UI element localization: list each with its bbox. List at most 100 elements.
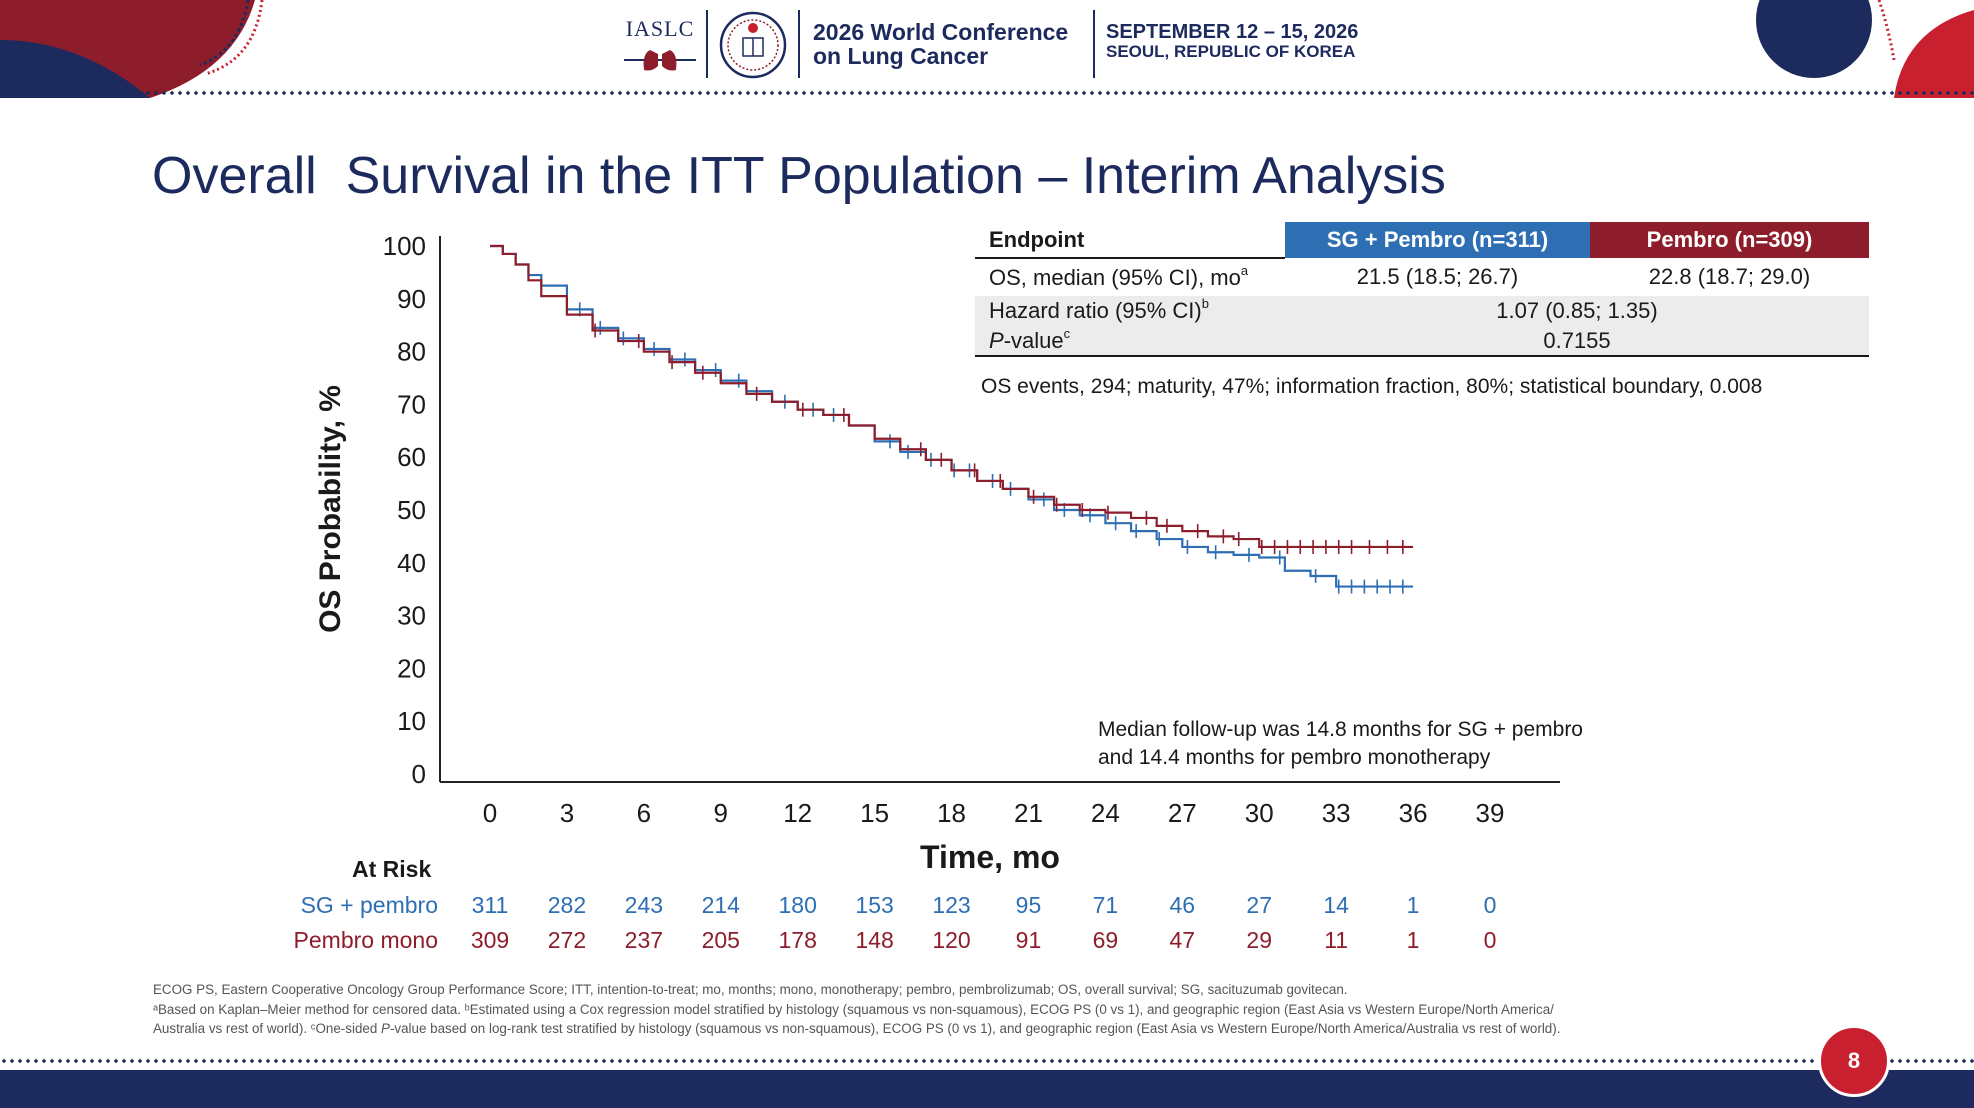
y-tick-label: 0 bbox=[412, 759, 426, 789]
at-risk-pembro-label: Pembro mono bbox=[293, 927, 438, 953]
slide-header: IASLC 2026 World Conference on Lung Canc… bbox=[0, 0, 1974, 100]
x-tick-label: 18 bbox=[937, 798, 966, 828]
at-risk-pembro-value: 178 bbox=[778, 927, 817, 953]
x-tick-label: 12 bbox=[783, 798, 812, 828]
y-tick-label: 30 bbox=[397, 601, 426, 631]
at-risk-sg-value: 311 bbox=[471, 892, 509, 918]
x-tick-label: 21 bbox=[1014, 798, 1043, 828]
x-tick-label: 0 bbox=[483, 798, 497, 828]
footnote-abbreviations: ECOG PS, Eastern Cooperative Oncology Gr… bbox=[153, 982, 1348, 997]
table-header-sg-pembro: SG + Pembro (n=311) bbox=[1285, 222, 1590, 258]
at-risk-sg-value: 14 bbox=[1323, 892, 1349, 918]
header-dotted-rule bbox=[0, 90, 1974, 96]
footer-dotted-rule bbox=[0, 1058, 1974, 1064]
x-tick-label: 9 bbox=[714, 798, 728, 828]
y-tick-label: 60 bbox=[397, 442, 426, 472]
at-risk-pembro-value: 237 bbox=[624, 927, 664, 953]
lung-icon bbox=[624, 50, 696, 71]
x-tick-label: 6 bbox=[637, 798, 651, 828]
hazard-ratio-label: Hazard ratio (95% CI)b bbox=[975, 296, 1285, 326]
footnote-c: Australia vs rest of world). ᶜOne-sided … bbox=[153, 1021, 1561, 1036]
conference-seal-icon bbox=[719, 11, 787, 79]
iaslc-logo-text: IASLC bbox=[625, 16, 695, 41]
table-row-os-median: OS, median (95% CI), moa 21.5 (18.5; 26.… bbox=[975, 258, 1869, 296]
at-risk-pembro-value: 1 bbox=[1406, 927, 1420, 953]
at-risk-sg-value: 180 bbox=[778, 892, 817, 918]
conference-date-range: SEPTEMBER 12 – 15, 2026 bbox=[1106, 21, 1359, 43]
slide-title: Overall Survival in the ITT Population –… bbox=[152, 147, 1446, 205]
at-risk-title: At Risk bbox=[352, 856, 432, 882]
x-tick-label: 27 bbox=[1168, 798, 1197, 828]
at-risk-sg-value: 1 bbox=[1406, 892, 1420, 918]
km-curve-pembro-mono bbox=[490, 244, 1414, 549]
followup-note: Median follow-up was 14.8 months for SG … bbox=[1098, 716, 1583, 772]
conference-location: SEOUL, REPUBLIC OF KOREA bbox=[1106, 42, 1356, 61]
os-median-sg: 21.5 (18.5; 26.7) bbox=[1356, 264, 1519, 289]
at-risk-pembro-value: 11 bbox=[1324, 927, 1349, 953]
x-tick-label: 36 bbox=[1399, 798, 1428, 828]
x-tick-label: 3 bbox=[560, 798, 574, 828]
y-tick-label: 70 bbox=[397, 389, 426, 419]
x-tick-label: 24 bbox=[1091, 798, 1120, 828]
conference-dates: SEPTEMBER 12 – 15, 2026 SEOUL, REPUBLIC … bbox=[1106, 22, 1358, 62]
at-risk-sg-value: 0 bbox=[1483, 892, 1497, 918]
y-tick-label: 50 bbox=[397, 495, 426, 525]
followup-line2: and 14.4 months for pembro monotherapy bbox=[1098, 746, 1491, 769]
x-tick-label: 39 bbox=[1476, 798, 1505, 828]
at-risk-sg-value: 71 bbox=[1092, 892, 1119, 918]
at-risk-pembro-value: 120 bbox=[932, 927, 971, 953]
page-number-badge: 8 bbox=[1818, 1025, 1890, 1097]
footer-bar bbox=[0, 1070, 1974, 1108]
at-risk-pembro-value: 272 bbox=[547, 927, 587, 953]
at-risk-sg-value: 214 bbox=[701, 892, 740, 918]
at-risk-pembro-value: 0 bbox=[1483, 927, 1497, 953]
table-row-p-value: P-valuec 0.7155 bbox=[975, 326, 1869, 357]
y-tick-label: 40 bbox=[397, 548, 426, 578]
followup-line1: Median follow-up was 14.8 months for SG … bbox=[1098, 718, 1583, 741]
at-risk-sg-value: 95 bbox=[1015, 892, 1042, 918]
x-tick-label: 30 bbox=[1245, 798, 1274, 828]
at-risk-sg-value: 46 bbox=[1169, 892, 1196, 918]
y-tick-label: 20 bbox=[397, 653, 426, 683]
y-tick-label: 100 bbox=[383, 231, 426, 261]
conference-title-line2: on Lung Cancer bbox=[813, 43, 989, 69]
at-risk-pembro-value: 148 bbox=[855, 927, 894, 953]
at-risk-pembro-value: 69 bbox=[1092, 927, 1119, 953]
os-median-label: OS, median (95% CI), moa bbox=[989, 262, 1249, 290]
at-risk-pembro-value: 91 bbox=[1015, 927, 1042, 953]
header-decoration-right bbox=[1756, 0, 1974, 98]
at-risk-sg-value: 243 bbox=[624, 892, 664, 918]
y-tick-label: 10 bbox=[397, 706, 426, 736]
hazard-ratio-value: 1.07 (0.85; 1.35) bbox=[1285, 296, 1869, 326]
p-value-label: P-valuec bbox=[975, 326, 1285, 357]
at-risk-pembro-value: 29 bbox=[1246, 927, 1273, 953]
at-risk-pembro-value: 205 bbox=[701, 927, 740, 953]
y-tick-label: 90 bbox=[397, 284, 426, 314]
x-tick-label: 15 bbox=[860, 798, 889, 828]
table-row-hazard-ratio: Hazard ratio (95% CI)b 1.07 (0.85; 1.35) bbox=[975, 296, 1869, 326]
header-decoration-left bbox=[0, 0, 264, 98]
os-median-pembro: 22.8 (18.7; 29.0) bbox=[1648, 264, 1811, 289]
km-curve-sg-pembro bbox=[490, 244, 1414, 588]
table-header-pembro: Pembro (n=309) bbox=[1590, 222, 1869, 258]
x-tick-label: 33 bbox=[1322, 798, 1351, 828]
p-value-value: 0.7155 bbox=[1285, 326, 1869, 357]
y-axis-title: OS Probability, % bbox=[314, 385, 347, 633]
y-tick-label: 80 bbox=[397, 337, 426, 367]
chart-curves bbox=[490, 244, 1414, 594]
footnotes: ECOG PS, Eastern Cooperative Oncology Gr… bbox=[153, 980, 1833, 1039]
endpoint-table: Endpoint SG + Pembro (n=311) Pembro (n=3… bbox=[975, 222, 1869, 357]
at-risk-pembro-value: 47 bbox=[1169, 927, 1196, 953]
table-header-row: Endpoint SG + Pembro (n=311) Pembro (n=3… bbox=[975, 222, 1869, 259]
at-risk-sg-label: SG + pembro bbox=[300, 892, 438, 918]
at-risk-sg-value: 27 bbox=[1246, 892, 1273, 918]
conference-title: 2026 World Conference on Lung Cancer bbox=[813, 20, 1068, 68]
x-axis-title: Time, mo bbox=[920, 839, 1060, 875]
at-risk-sg-value: 153 bbox=[855, 892, 894, 918]
conference-title-line1: 2026 World Conference bbox=[813, 19, 1069, 45]
footnote-a-b: ᵃBased on Kaplan–Meier method for censor… bbox=[153, 1001, 1554, 1017]
at-risk-sg-value: 282 bbox=[547, 892, 587, 918]
iaslc-logo: IASLC bbox=[620, 14, 700, 74]
